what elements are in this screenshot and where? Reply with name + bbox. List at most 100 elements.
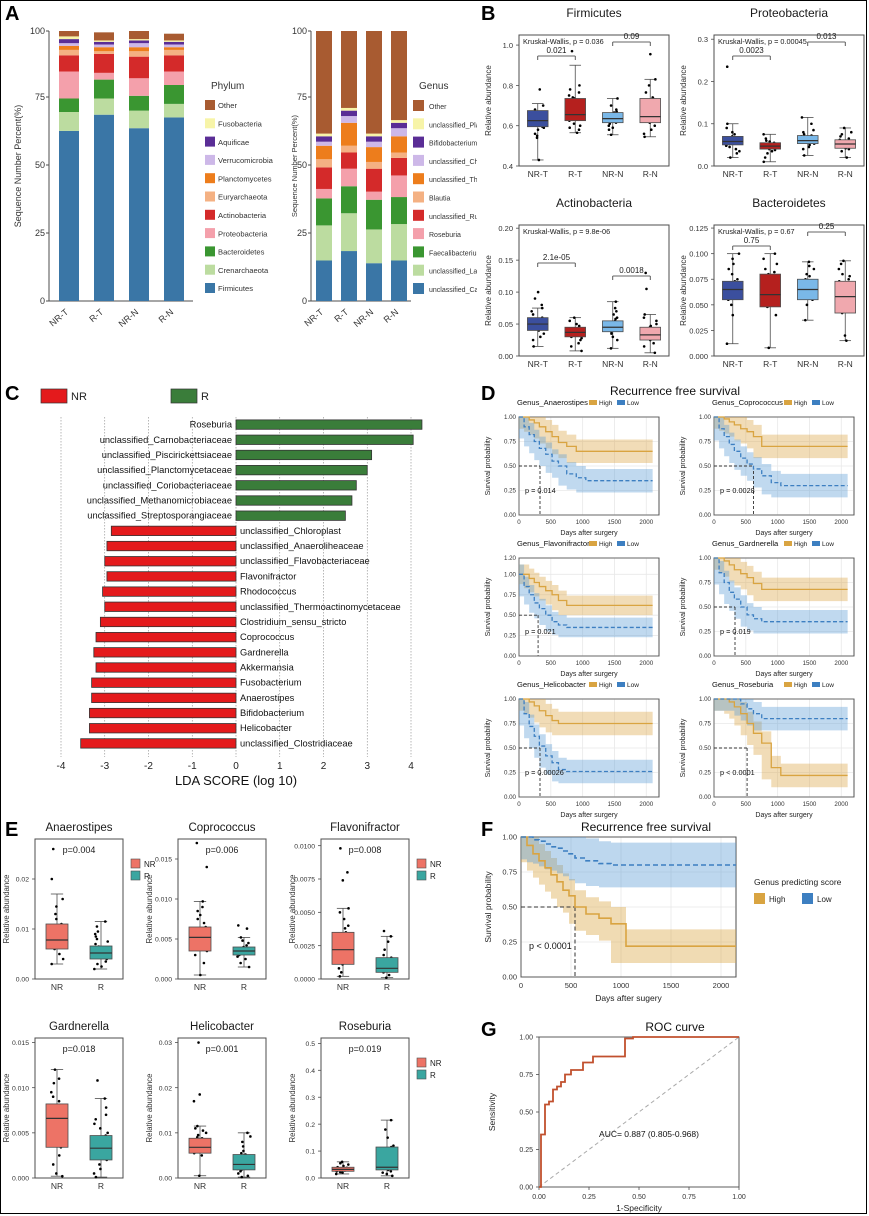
svg-text:Fusobacteria: Fusobacteria xyxy=(218,120,263,129)
svg-text:NR: NR xyxy=(194,982,206,992)
svg-text:0.02: 0.02 xyxy=(159,1085,172,1092)
svg-text:Genus_Roseburia: Genus_Roseburia xyxy=(712,680,774,689)
svg-text:500: 500 xyxy=(741,519,752,526)
svg-text:Proteobacteria: Proteobacteria xyxy=(750,6,828,20)
svg-text:0: 0 xyxy=(40,296,45,306)
svg-text:unclassified_Chloroplast: unclassified_Chloroplast xyxy=(240,526,341,536)
svg-text:0.05: 0.05 xyxy=(498,320,513,329)
svg-text:Recurrence free survival: Recurrence free survival xyxy=(581,820,711,834)
svg-text:1.00: 1.00 xyxy=(699,555,712,562)
svg-text:Roseburia: Roseburia xyxy=(339,1021,392,1033)
svg-text:Days after surgery: Days after surgery xyxy=(755,530,813,537)
svg-text:Kruskal-Wallis, p = 0.00045: Kruskal-Wallis, p = 0.00045 xyxy=(718,37,807,46)
svg-text:unclassified_Streptosporangiac: unclassified_Streptosporangiaceae xyxy=(87,511,232,521)
svg-text:2000: 2000 xyxy=(834,660,848,667)
svg-text:Firmicutes: Firmicutes xyxy=(566,6,621,20)
svg-text:1.20: 1.20 xyxy=(504,555,517,562)
svg-text:1.00: 1.00 xyxy=(732,1194,746,1201)
svg-text:R-T: R-T xyxy=(568,169,582,179)
svg-text:Relative abundance: Relative abundance xyxy=(288,875,297,944)
svg-text:Faecalibacterium: Faecalibacterium xyxy=(429,250,477,257)
svg-text:NR-N: NR-N xyxy=(602,359,623,369)
svg-text:0.1: 0.1 xyxy=(698,120,708,129)
svg-text:Other: Other xyxy=(218,101,237,110)
svg-text:0: 0 xyxy=(519,981,523,990)
svg-text:Helicobacter: Helicobacter xyxy=(190,1021,254,1033)
svg-text:0.015: 0.015 xyxy=(12,1040,29,1047)
svg-text:0: 0 xyxy=(712,519,716,526)
svg-text:unclassified_Lachnospiraceae: unclassified_Lachnospiraceae xyxy=(429,269,477,276)
svg-text:0.6: 0.6 xyxy=(503,122,513,131)
svg-text:0: 0 xyxy=(517,801,521,808)
svg-text:Gardnerella: Gardnerella xyxy=(49,1021,110,1033)
svg-text:Genus_Helicobacter: Genus_Helicobacter xyxy=(517,680,586,689)
svg-text:Bacteroidetes: Bacteroidetes xyxy=(218,248,265,257)
svg-text:0.25: 0.25 xyxy=(504,633,517,640)
svg-text:NR: NR xyxy=(71,391,87,403)
svg-text:Kruskal-Wallis, p = 0.036: Kruskal-Wallis, p = 0.036 xyxy=(523,37,604,46)
svg-text:0.25: 0.25 xyxy=(519,1147,533,1154)
svg-text:1.00: 1.00 xyxy=(504,696,517,703)
svg-text:2000: 2000 xyxy=(834,519,848,526)
svg-text:Survival probability: Survival probability xyxy=(483,871,493,943)
svg-text:0.50: 0.50 xyxy=(699,604,712,611)
svg-text:0.50: 0.50 xyxy=(504,745,517,752)
svg-text:0.50: 0.50 xyxy=(504,612,517,619)
svg-text:p=0.001: p=0.001 xyxy=(206,1044,239,1054)
svg-text:2000: 2000 xyxy=(639,660,653,667)
svg-text:Fusobacterium: Fusobacterium xyxy=(240,678,302,688)
svg-text:NR-T: NR-T xyxy=(47,307,70,329)
svg-text:R-T: R-T xyxy=(568,359,582,369)
svg-text:0.00: 0.00 xyxy=(504,794,517,801)
svg-text:2: 2 xyxy=(321,761,327,772)
svg-text:NR-N: NR-N xyxy=(797,169,818,179)
svg-text:25: 25 xyxy=(35,228,45,238)
svg-text:R-N: R-N xyxy=(382,307,401,325)
svg-text:Low: Low xyxy=(822,541,834,548)
svg-text:Survival probability: Survival probability xyxy=(485,718,492,777)
svg-text:unclassified_Carnobacteriaceae: unclassified_Carnobacteriaceae xyxy=(429,287,477,294)
svg-text:R-N: R-N xyxy=(643,169,658,179)
svg-text:0.0000: 0.0000 xyxy=(294,977,315,984)
svg-text:0.5: 0.5 xyxy=(306,1041,316,1048)
svg-text:0.00: 0.00 xyxy=(16,977,29,984)
svg-text:R: R xyxy=(241,1181,247,1191)
svg-text:1.00: 1.00 xyxy=(699,414,712,421)
svg-text:Blautia: Blautia xyxy=(429,196,451,203)
svg-text:100: 100 xyxy=(30,26,45,36)
svg-text:75: 75 xyxy=(297,92,307,102)
svg-text:Sequence Number Percent(%): Sequence Number Percent(%) xyxy=(290,114,299,217)
svg-text:Relative abundance: Relative abundance xyxy=(2,1074,11,1143)
svg-text:Days after surgery: Days after surgery xyxy=(560,671,618,678)
svg-text:0.75: 0.75 xyxy=(504,721,517,728)
svg-text:0.25: 0.25 xyxy=(504,770,517,777)
svg-text:0.005: 0.005 xyxy=(12,1130,29,1137)
svg-text:0.50: 0.50 xyxy=(504,463,517,470)
svg-text:R-T: R-T xyxy=(87,307,105,325)
svg-text:Relative abundance: Relative abundance xyxy=(145,875,154,944)
svg-text:0.25: 0.25 xyxy=(582,1194,596,1201)
svg-text:0.25: 0.25 xyxy=(699,770,712,777)
svg-text:unclassified_Ruminococcaceae: unclassified_Ruminococcaceae xyxy=(429,214,477,221)
svg-text:0.00: 0.00 xyxy=(699,653,712,660)
svg-text:Coprococcus: Coprococcus xyxy=(188,822,255,834)
svg-text:Euryarchaeota: Euryarchaeota xyxy=(218,193,268,202)
svg-text:Survival probability: Survival probability xyxy=(485,436,492,495)
svg-text:0.4: 0.4 xyxy=(503,162,513,171)
svg-text:Relative abundance: Relative abundance xyxy=(145,1074,154,1143)
svg-text:unclassified_Coriobacteriaceae: unclassified_Coriobacteriaceae xyxy=(103,480,232,490)
svg-text:0.75: 0.75 xyxy=(504,439,517,446)
svg-text:Actinobacteria: Actinobacteria xyxy=(218,211,267,220)
svg-text:Kruskal-Wallis, p = 0.67: Kruskal-Wallis, p = 0.67 xyxy=(718,227,795,236)
svg-text:0.000: 0.000 xyxy=(12,1176,29,1183)
svg-text:1500: 1500 xyxy=(803,519,817,526)
svg-text:0: 0 xyxy=(233,761,239,772)
svg-text:1000: 1000 xyxy=(613,981,630,990)
svg-text:unclassified_Anaeroliheaceae: unclassified_Anaeroliheaceae xyxy=(240,541,364,551)
svg-text:p < 0.0001: p < 0.0001 xyxy=(529,941,572,951)
svg-text:Relative abundance: Relative abundance xyxy=(288,1074,297,1143)
svg-text:0.000: 0.000 xyxy=(155,977,172,984)
svg-text:Proteobacteria: Proteobacteria xyxy=(218,229,268,238)
svg-text:0.2: 0.2 xyxy=(698,77,708,86)
svg-text:NR: NR xyxy=(337,982,349,992)
